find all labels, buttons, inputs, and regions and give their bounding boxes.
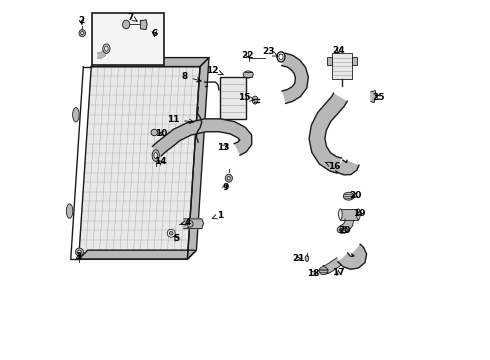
Ellipse shape	[77, 250, 81, 254]
Ellipse shape	[227, 176, 230, 180]
Text: 8: 8	[181, 72, 201, 82]
Text: 6: 6	[151, 29, 157, 37]
Text: 9: 9	[222, 183, 228, 192]
Text: 20: 20	[350, 191, 362, 200]
Text: 3: 3	[75, 252, 82, 261]
Text: 11: 11	[167, 115, 194, 124]
Ellipse shape	[79, 30, 86, 37]
Text: 4: 4	[181, 218, 191, 227]
Polygon shape	[322, 258, 342, 274]
Ellipse shape	[75, 248, 83, 256]
Ellipse shape	[167, 229, 175, 237]
Text: 5: 5	[173, 234, 179, 243]
Ellipse shape	[279, 54, 283, 60]
Bar	[352, 57, 357, 65]
Polygon shape	[309, 93, 347, 173]
Ellipse shape	[104, 46, 108, 51]
Polygon shape	[184, 219, 204, 229]
Polygon shape	[91, 58, 209, 67]
Ellipse shape	[154, 153, 157, 158]
Ellipse shape	[339, 209, 342, 220]
Text: 14: 14	[154, 158, 167, 166]
Ellipse shape	[319, 267, 328, 275]
Text: 21: 21	[292, 254, 304, 263]
Ellipse shape	[252, 96, 258, 104]
Ellipse shape	[170, 231, 173, 235]
Text: 7: 7	[128, 13, 137, 22]
Polygon shape	[187, 58, 209, 259]
Polygon shape	[152, 119, 252, 156]
Polygon shape	[371, 91, 376, 103]
Text: 24: 24	[332, 46, 345, 55]
Ellipse shape	[152, 150, 159, 161]
Text: 10: 10	[155, 129, 168, 138]
Text: 18: 18	[307, 269, 319, 278]
Polygon shape	[340, 219, 354, 233]
Ellipse shape	[66, 204, 73, 218]
Text: 22: 22	[242, 51, 254, 60]
Text: 23: 23	[262, 47, 277, 56]
Ellipse shape	[357, 209, 360, 220]
Text: 2: 2	[78, 16, 85, 25]
Text: 17: 17	[332, 269, 345, 277]
Bar	[92, 13, 164, 65]
Ellipse shape	[103, 44, 110, 53]
Polygon shape	[282, 53, 308, 103]
Text: 15: 15	[238, 94, 254, 102]
Ellipse shape	[225, 174, 232, 182]
Polygon shape	[141, 20, 147, 30]
Text: 1: 1	[212, 211, 223, 220]
Bar	[341, 209, 358, 220]
Bar	[327, 57, 332, 65]
Polygon shape	[79, 67, 200, 259]
Ellipse shape	[81, 31, 84, 35]
Ellipse shape	[122, 20, 130, 29]
Bar	[332, 53, 352, 79]
FancyBboxPatch shape	[220, 77, 245, 119]
Ellipse shape	[187, 221, 193, 227]
Ellipse shape	[243, 71, 253, 78]
Text: 20: 20	[338, 226, 350, 235]
Ellipse shape	[151, 129, 157, 136]
Text: 25: 25	[373, 93, 385, 102]
Ellipse shape	[277, 52, 285, 62]
Text: 16: 16	[325, 162, 341, 171]
Polygon shape	[338, 244, 367, 269]
Ellipse shape	[343, 192, 354, 200]
Text: 13: 13	[217, 143, 230, 152]
Text: 19: 19	[353, 208, 366, 217]
Polygon shape	[336, 160, 359, 175]
Polygon shape	[98, 45, 106, 58]
Ellipse shape	[73, 108, 79, 122]
Polygon shape	[79, 250, 196, 259]
Text: 12: 12	[206, 66, 223, 75]
Ellipse shape	[337, 226, 347, 233]
Ellipse shape	[305, 256, 309, 261]
